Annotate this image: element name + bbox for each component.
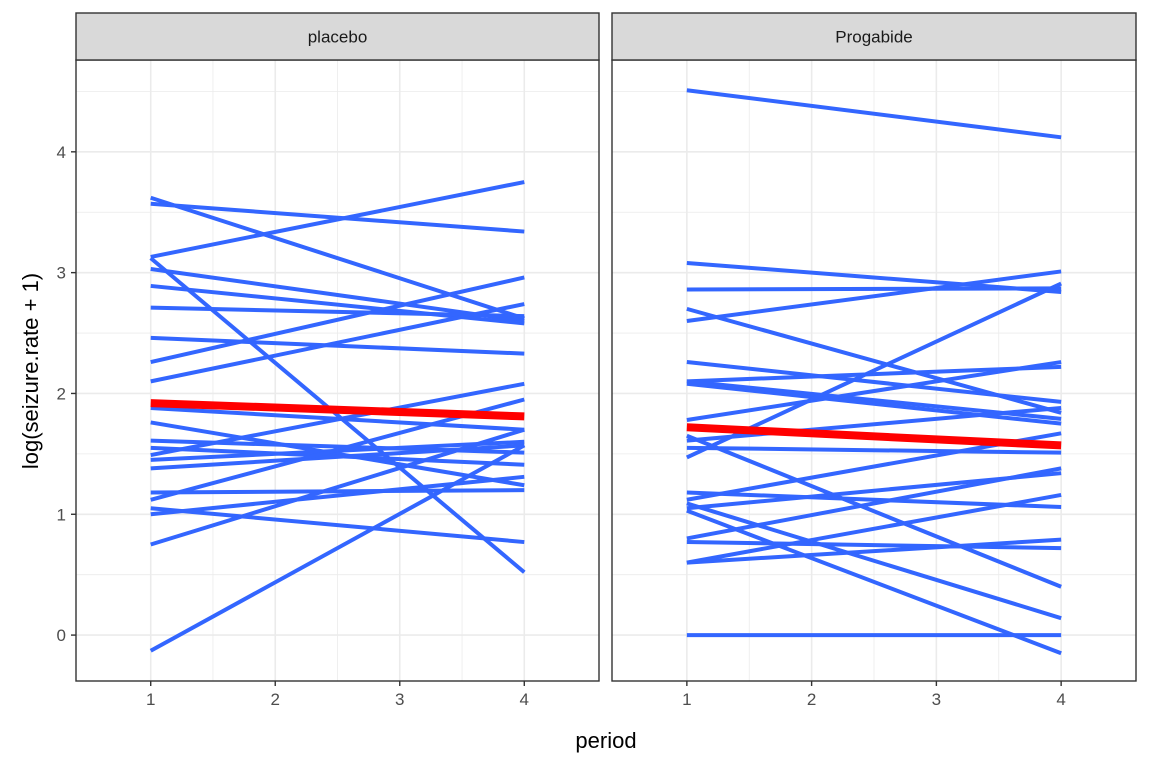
subject-line xyxy=(150,488,525,495)
subject-line xyxy=(686,433,1062,589)
subject-line xyxy=(686,466,1062,541)
subject-line xyxy=(686,405,1062,443)
facet-strip xyxy=(611,12,1137,61)
facet-strip xyxy=(75,12,600,61)
subject-line xyxy=(150,335,525,356)
y-tick-label: 2 xyxy=(57,384,66,403)
subject-line xyxy=(150,427,525,547)
subject-line xyxy=(686,540,1062,551)
subject-line xyxy=(686,360,1062,404)
subject-line xyxy=(686,286,1062,292)
x-tick-label: 4 xyxy=(1056,690,1065,709)
subject-line xyxy=(686,445,1062,455)
y-tick-label: 1 xyxy=(57,505,66,524)
subject-line xyxy=(150,302,525,384)
mean-line xyxy=(686,423,1062,450)
x-tick-label: 2 xyxy=(807,690,816,709)
subject-line xyxy=(686,492,1062,565)
subject-line xyxy=(150,381,525,458)
subject-line xyxy=(150,506,525,545)
x-axis-title: period xyxy=(575,728,636,753)
mean-line xyxy=(150,399,525,421)
subject-line xyxy=(686,381,1062,426)
subject-line xyxy=(150,305,525,319)
subject-line xyxy=(150,420,525,488)
subject-line xyxy=(686,508,1062,656)
subject-line xyxy=(686,364,1062,384)
x-tick-label: 1 xyxy=(682,690,691,709)
subject-line xyxy=(150,275,525,364)
subject-line xyxy=(150,195,525,321)
x-tick-label: 3 xyxy=(395,690,404,709)
x-tick-label: 2 xyxy=(271,690,280,709)
facet-strip-label: placebo xyxy=(308,28,368,47)
subject-line xyxy=(686,501,1062,621)
subject-line xyxy=(149,443,526,653)
subject-line xyxy=(686,537,1062,565)
y-axis-title: log(seizure.rate + 1) xyxy=(18,273,43,469)
x-tick-label: 1 xyxy=(146,690,155,709)
subject-line xyxy=(150,267,525,323)
subject-line xyxy=(686,88,1062,140)
subject-line xyxy=(150,474,525,517)
x-tick-label: 4 xyxy=(520,690,529,709)
subject-line xyxy=(686,360,1062,423)
facet-strip-label: Progabide xyxy=(835,28,913,47)
x-tick-label: 3 xyxy=(932,690,941,709)
subject-line xyxy=(150,180,525,259)
y-tick-label: 0 xyxy=(57,626,66,645)
y-tick-label: 4 xyxy=(57,143,66,162)
subject-line xyxy=(686,269,1062,323)
y-tick-label: 3 xyxy=(57,264,66,283)
